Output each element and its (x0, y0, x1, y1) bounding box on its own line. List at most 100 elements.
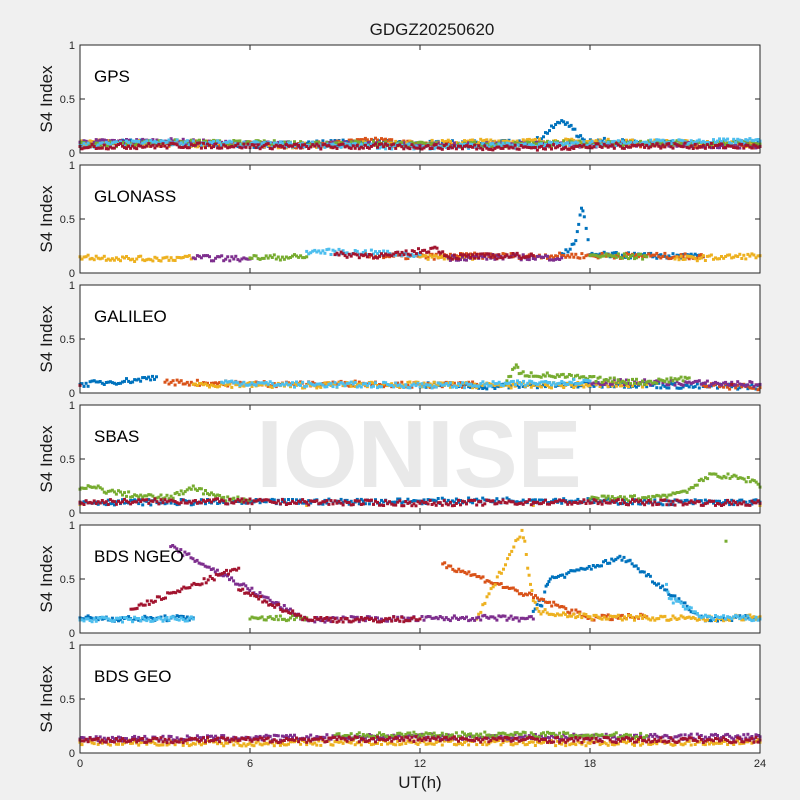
data-point (331, 380, 335, 384)
data-point (123, 141, 126, 145)
data-point (679, 253, 683, 257)
data-point (560, 499, 564, 503)
data-point (400, 380, 404, 384)
data-point (643, 145, 647, 149)
data-point (169, 498, 173, 502)
data-point (386, 249, 390, 253)
data-point (592, 145, 596, 149)
data-point (558, 251, 562, 255)
data-point (724, 138, 728, 142)
data-point (505, 141, 509, 145)
data-point (359, 142, 363, 146)
data-point (177, 493, 181, 497)
data-point (145, 139, 149, 143)
data-point (299, 140, 303, 144)
data-point (531, 498, 535, 502)
data-point (272, 139, 276, 143)
data-point (641, 143, 645, 147)
data-point (230, 497, 234, 501)
data-point (596, 502, 600, 506)
data-point (738, 382, 742, 386)
data-point (402, 504, 406, 508)
data-point (189, 138, 193, 142)
data-point (572, 383, 576, 387)
data-point (518, 381, 521, 384)
data-point (416, 381, 420, 385)
data-point (750, 386, 754, 390)
data-point (202, 383, 205, 387)
data-point (197, 138, 201, 142)
data-point (513, 146, 517, 150)
data-point (689, 139, 693, 143)
data-point (507, 381, 511, 385)
data-point (380, 503, 383, 507)
data-point (343, 499, 347, 503)
data-point (226, 384, 230, 388)
data-point (214, 256, 218, 260)
data-point (351, 380, 355, 384)
data-point (624, 503, 628, 506)
data-point (497, 255, 501, 259)
data-point (264, 383, 268, 387)
data-point (448, 258, 452, 262)
data-point (665, 503, 669, 507)
data-point (295, 501, 298, 505)
data-point (584, 145, 588, 149)
data-point (295, 142, 298, 146)
data-point (112, 146, 116, 150)
data-point (155, 375, 158, 379)
data-point (523, 255, 527, 259)
data-point (505, 144, 509, 148)
data-point (434, 252, 438, 256)
data-point (643, 378, 647, 382)
data-point (104, 491, 108, 495)
data-point (284, 255, 288, 259)
data-point (712, 140, 715, 144)
data-point (372, 381, 375, 385)
data-point (361, 141, 365, 145)
data-point (691, 486, 695, 490)
data-point (535, 136, 539, 140)
data-point (260, 381, 264, 385)
data-point (491, 383, 495, 387)
data-point (616, 378, 620, 382)
data-point (439, 251, 443, 255)
data-point (268, 254, 272, 258)
data-point (665, 495, 669, 499)
data-point (163, 144, 167, 148)
y-tick-label: 0.5 (60, 94, 75, 106)
data-point (214, 142, 218, 146)
data-point (430, 141, 434, 145)
data-point (516, 365, 520, 369)
data-point (327, 141, 331, 144)
data-point (724, 140, 728, 144)
data-point (513, 500, 517, 504)
data-point (325, 385, 329, 389)
data-point (489, 382, 493, 386)
data-point (349, 384, 353, 388)
data-point (499, 256, 503, 260)
data-point (738, 146, 742, 150)
data-point (386, 139, 390, 143)
data-point (210, 259, 213, 263)
data-point (291, 381, 294, 385)
data-point (513, 141, 517, 145)
data-point (691, 255, 695, 259)
data-point (718, 141, 721, 144)
data-point (422, 254, 426, 258)
data-point (712, 383, 715, 387)
data-point (238, 384, 242, 388)
data-point (675, 143, 679, 147)
data-point (234, 254, 238, 258)
data-point (299, 144, 303, 148)
data-point (278, 258, 282, 262)
data-point (614, 251, 618, 254)
data-point (228, 259, 232, 263)
data-point (554, 254, 558, 258)
data-point (307, 147, 311, 150)
data-point (337, 141, 341, 145)
data-point (639, 139, 643, 143)
data-point (553, 375, 557, 379)
data-point (738, 142, 742, 146)
data-point (699, 145, 703, 149)
